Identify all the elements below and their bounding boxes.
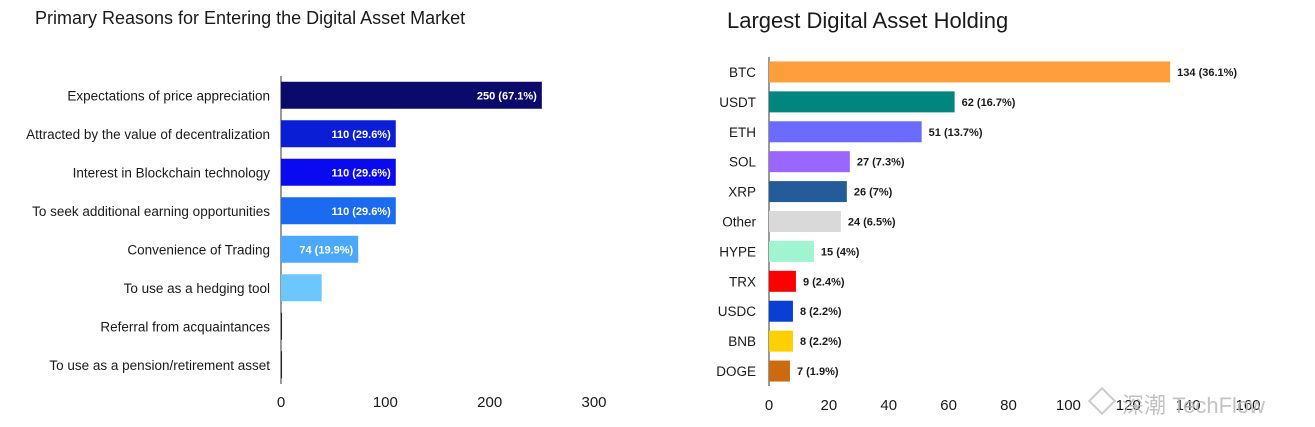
left-bar	[281, 274, 322, 302]
left-bar	[281, 197, 396, 225]
chart-title-left: Primary Reasons for Entering the Digital…	[35, 8, 466, 28]
left-category-label: Expectations of price appreciation	[67, 88, 270, 103]
right-bar	[769, 151, 850, 173]
right-data-label: 27 (7.3%)	[857, 157, 905, 169]
left-x-tick-label: 200	[477, 394, 502, 411]
left-data-label: 110 (29.6%)	[331, 129, 391, 141]
right-x-tick-label: 60	[940, 397, 957, 414]
right-category-label: SOL	[729, 155, 757, 170]
right-data-label: 8 (2.2%)	[800, 306, 842, 318]
right-category-label: USDC	[718, 304, 757, 319]
left-data-label: 250 (67.1%)	[477, 90, 537, 102]
watermark-text: 深潮 TechFlow	[1122, 393, 1266, 418]
right-category-label: BNB	[728, 334, 756, 349]
right-data-label: 134 (36.1%)	[1177, 67, 1237, 79]
right-category-label: USDT	[719, 95, 756, 110]
right-data-label: 26 (7%)	[854, 187, 893, 199]
left-data-label: 110 (29.6%)	[331, 167, 391, 179]
right-bar	[769, 300, 793, 322]
right-data-label: 9 (2.4%)	[803, 276, 845, 288]
right-x-tick-label: 140	[1176, 397, 1201, 414]
left-category-label: Convenience of Trading	[127, 242, 270, 257]
right-data-label: 24 (6.5%)	[848, 217, 896, 229]
left-bar	[281, 351, 283, 379]
left-data-label: 74 (19.9%)	[299, 244, 353, 256]
left-bar	[281, 158, 396, 186]
right-x-tick-label: 120	[1116, 397, 1141, 414]
right-data-label: 51 (13.7%)	[929, 127, 983, 139]
left-category-label: To use as a pension/retirement asset	[49, 358, 270, 373]
right-data-label: 8 (2.2%)	[800, 336, 842, 348]
right-bar	[769, 240, 814, 262]
right-x-tick-label: 0	[765, 397, 773, 414]
left-category-label: Interest in Blockchain technology	[73, 165, 271, 180]
right-x-tick-label: 100	[1056, 397, 1081, 414]
right-data-label: 7 (1.9%)	[797, 366, 839, 378]
right-bar	[769, 211, 841, 232]
left-bar	[281, 81, 542, 109]
right-bar	[769, 121, 922, 143]
right-x-tick-label: 20	[821, 397, 838, 414]
watermark: 深潮 TechFlow	[1087, 386, 1266, 420]
right-bar	[769, 330, 793, 352]
right-bar	[769, 270, 796, 292]
right-category-label: XRP	[728, 185, 756, 200]
right-data-label: 62 (16.7%)	[962, 97, 1016, 109]
watermark-logo-icon	[1087, 386, 1117, 416]
right-bar	[769, 91, 955, 113]
left-bar	[281, 312, 283, 340]
right-data-label: 15 (4%)	[821, 246, 860, 258]
right-category-label: TRX	[729, 274, 756, 289]
left-x-tick-label: 0	[277, 394, 285, 411]
left-x-tick-label: 300	[581, 394, 606, 411]
right-bar	[769, 360, 790, 382]
right-bar	[769, 181, 847, 203]
right-category-label: Other	[722, 215, 756, 230]
left-data-label: 110 (29.6%)	[331, 206, 391, 218]
right-category-label: ETH	[729, 125, 756, 140]
left-category-label: Attracted by the value of decentralizati…	[26, 127, 270, 142]
right-category-label: DOGE	[716, 364, 756, 379]
right-bar	[769, 61, 1171, 83]
left-category-label: To use as a hedging tool	[124, 281, 270, 296]
left-x-tick-label: 100	[373, 394, 398, 411]
right-category-label: HYPE	[719, 244, 756, 259]
left-category-label: To seek additional earning opportunities	[32, 204, 270, 219]
left-bar	[281, 235, 359, 263]
right-category-label: BTC	[729, 65, 756, 80]
right-x-tick-label: 160	[1235, 397, 1260, 414]
chart-title-right: Largest Digital Asset Holding	[727, 8, 1009, 33]
left-bar	[281, 120, 396, 148]
left-category-label: Referral from acquaintances	[100, 319, 270, 334]
right-x-tick-label: 40	[880, 397, 897, 414]
right-x-tick-label: 80	[1000, 397, 1017, 414]
